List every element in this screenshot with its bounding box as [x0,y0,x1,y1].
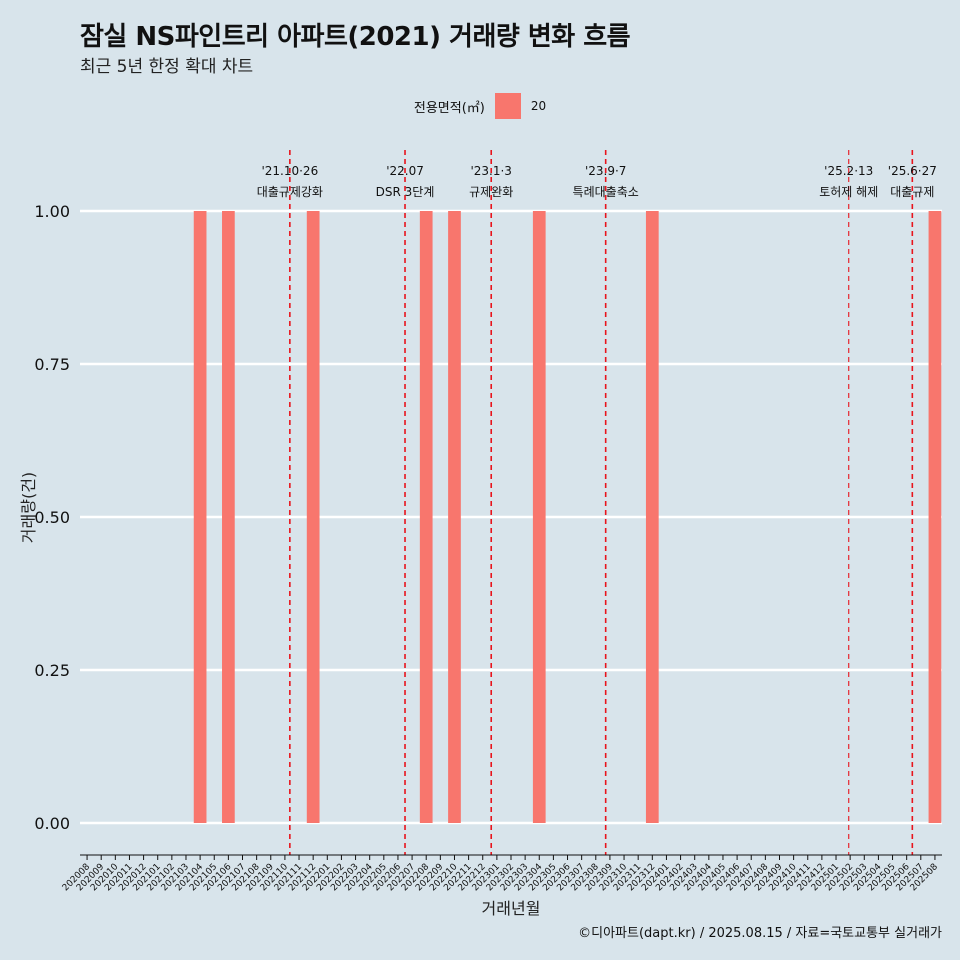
bar-202208 [419,211,433,823]
bar-202106 [222,211,235,823]
event-date: '23.1·3 [470,164,511,178]
y-tick-label: 1.00 [34,202,70,221]
chart-title: 잠실 NS파인트리 아파트(2021) 거래량 변화 흐름 [80,22,631,52]
bar-202508 [928,211,942,823]
legend-swatch [494,93,521,119]
y-tick-label: 0.00 [34,814,70,833]
x-axis-title: 거래년월 [482,899,541,918]
source-caption: ©디아파트(dapt.kr) / 2025.08.15 / 자료=국토교통부 실… [578,926,942,941]
legend-item-label: 20 [530,99,547,113]
bar-202210 [448,211,461,823]
chart-subtitle: 최근 5년 한정 확대 차트 [80,57,254,77]
event-date: '21.10·26 [261,164,318,178]
bars [193,211,942,823]
gridlines [80,209,942,825]
event-label: 특례대출축소 [573,185,639,199]
event-date: '23.9·7 [585,164,626,178]
legend-title: 전용면적(㎡) [413,100,485,116]
event-label: DSR 3단계 [376,185,435,199]
bar-202312 [645,211,659,823]
y-tick-label: 0.25 [34,661,70,680]
event-label: 대출규제강화 [257,185,323,199]
x-axis: 2020082020092020102020112020122021012021… [61,854,942,893]
event-markers: '21.10·26 대출규제강화 '22.07 DSR 3단계 '23.1·3 규제완화 '… [257,150,937,855]
event-date: '22.07 [386,164,424,178]
event-label: 대출규제 [890,185,934,199]
bar-202304 [532,211,546,823]
y-axis-title: 거래량(건) [19,472,38,543]
event-date: '25.6·27 [888,164,937,178]
legend: 전용면적(㎡) 20 [0,93,960,119]
y-tick-label: 0.75 [34,355,70,374]
event-label: 규제완화 [469,185,513,199]
event-label: 토허제 해제 [819,185,878,199]
bar-202112 [306,211,320,823]
y-axis-ticks: 0.00 0.25 0.50 0.75 1.00 [34,202,70,833]
event-date: '25.2·13 [824,164,873,178]
y-tick-label: 0.50 [34,508,70,527]
bar-202104 [193,211,207,823]
